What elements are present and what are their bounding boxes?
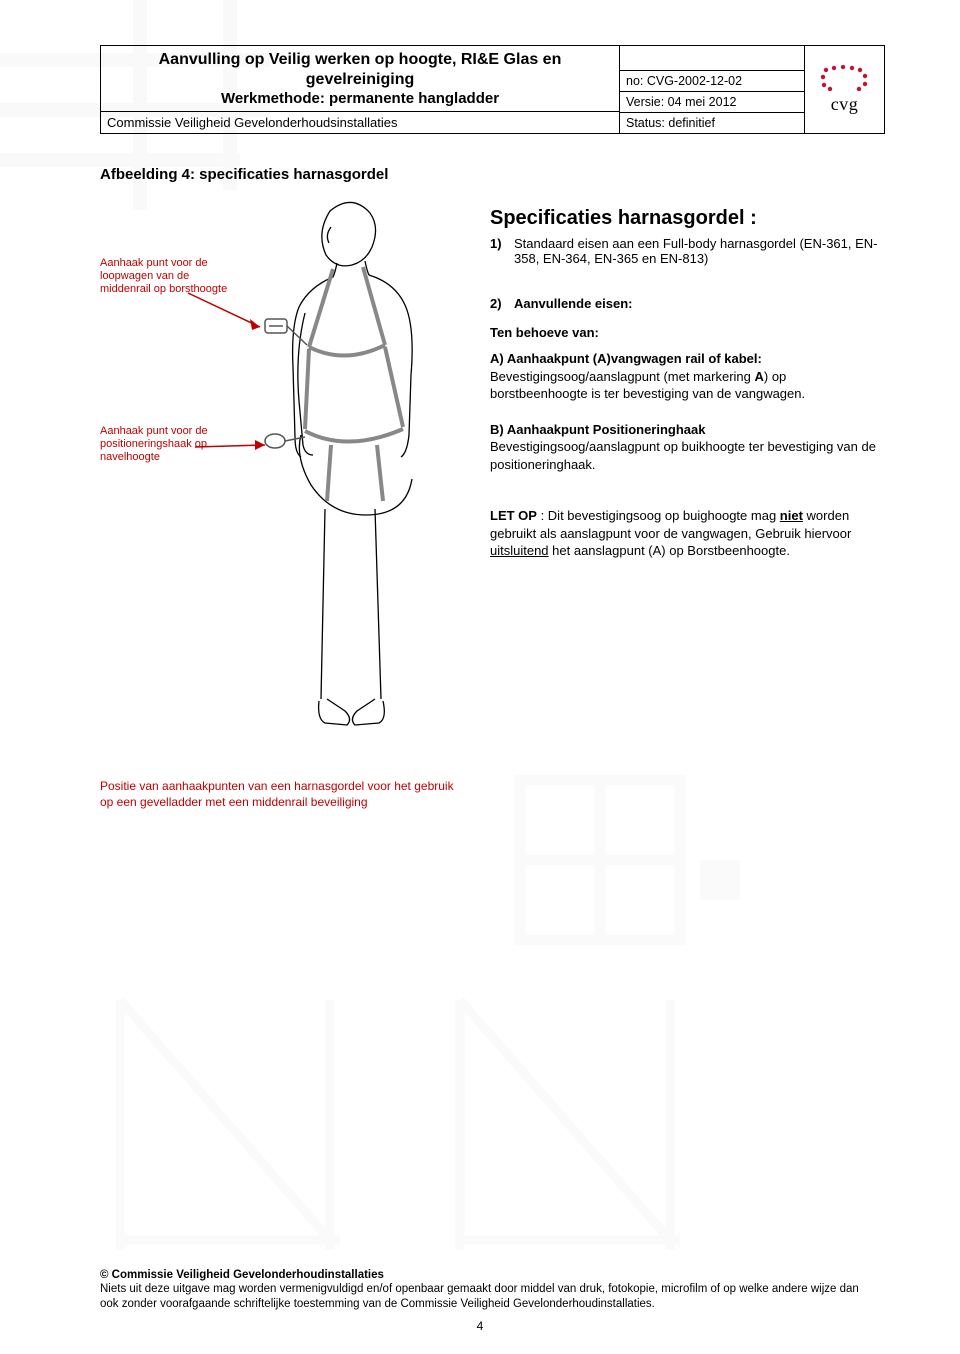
- letop-niet: niet: [780, 508, 803, 523]
- spec-item-2: 2) Aanvullende eisen:: [490, 296, 880, 311]
- doc-subtitle: Werkmethode: permanente hangladder: [101, 90, 619, 111]
- text-column: Specificaties harnasgordel : 1) Standaar…: [490, 197, 880, 810]
- header-logo-cell: cvg: [805, 45, 885, 134]
- letop-1: : Dit bevestigingsoog op buighoogte mag: [537, 508, 780, 523]
- a-txt1: Bevestigingsoog/aanslagpunt (met markeri…: [490, 369, 754, 384]
- figure-column: Aanhaak punt voor de loopwagen van de mi…: [100, 197, 470, 810]
- doc-number: no: CVG-2002-12-02: [620, 70, 804, 91]
- caption-navel: Aanhaak punt voor de positioneringshaak …: [100, 425, 235, 465]
- cvg-logo: cvg: [820, 65, 870, 115]
- doc-title-line1: Aanvulling op Veilig werken op hoogte, R…: [101, 46, 619, 70]
- spec-title: Specificaties harnasgordel :: [490, 207, 880, 230]
- logo-text: cvg: [820, 94, 870, 115]
- spec-item-1: 1) Standaard eisen aan een Full-body har…: [490, 236, 880, 266]
- a-bold: A: [754, 369, 763, 384]
- spec-1-num: 1): [490, 236, 514, 266]
- doc-title-line2: gevelreiniging: [101, 70, 619, 90]
- ten-behoeve: Ten behoeve van:: [490, 325, 880, 340]
- letop-lead: LET OP: [490, 508, 537, 523]
- doc-version: Versie: 04 mei 2012: [620, 91, 804, 112]
- b-lead: B) Aanhaakpunt Positioneringhaak: [490, 422, 706, 437]
- footer: © Commissie Veiligheid Gevelonderhoudins…: [100, 1268, 870, 1311]
- spec-1-text: Standaard eisen aan een Full-body harnas…: [514, 236, 880, 266]
- block-b: B) Aanhaakpunt Positioneringhaak Bevesti…: [490, 421, 880, 474]
- b-txt: Bevestigingsoog/aanslagpunt op buikhoogt…: [490, 439, 876, 472]
- doc-status: Status: definitief: [620, 112, 804, 133]
- a-lead: A) Aanhaakpunt (A)vangwagen rail of kabe…: [490, 351, 762, 366]
- block-letop: LET OP : Dit bevestigingsoog op buighoog…: [490, 507, 880, 560]
- header-mid-cell: no: CVG-2002-12-02 Versie: 04 mei 2012 S…: [620, 45, 805, 134]
- caption-chest: Aanhaak punt voor de loopwagen van de mi…: [100, 257, 230, 297]
- footer-body: Niets uit deze uitgave mag worden vermen…: [100, 1282, 870, 1311]
- footer-title: © Commissie Veiligheid Gevelonderhoudins…: [100, 1268, 870, 1282]
- doc-commission: Commissie Veiligheid Gevelonderhoudsinst…: [101, 111, 619, 133]
- section-heading: Afbeelding 4: specificaties harnasgordel: [100, 166, 890, 183]
- spec-2-num: 2): [490, 296, 514, 311]
- document-header: Aanvulling op Veilig werken op hoogte, R…: [100, 45, 890, 134]
- block-a: A) Aanhaakpunt (A)vangwagen rail of kabe…: [490, 350, 880, 403]
- header-left-cell: Aanvulling op Veilig werken op hoogte, R…: [100, 45, 620, 134]
- letop-uit: uitsluitend: [490, 543, 549, 558]
- person-figure: [235, 197, 460, 757]
- spec-2-text: Aanvullende eisen:: [514, 296, 880, 311]
- caption-bottom: Positie van aanhaakpunten van een harnas…: [100, 779, 460, 810]
- letop-3: het aanslagpunt (A) op Borstbeenhoogte.: [549, 543, 790, 558]
